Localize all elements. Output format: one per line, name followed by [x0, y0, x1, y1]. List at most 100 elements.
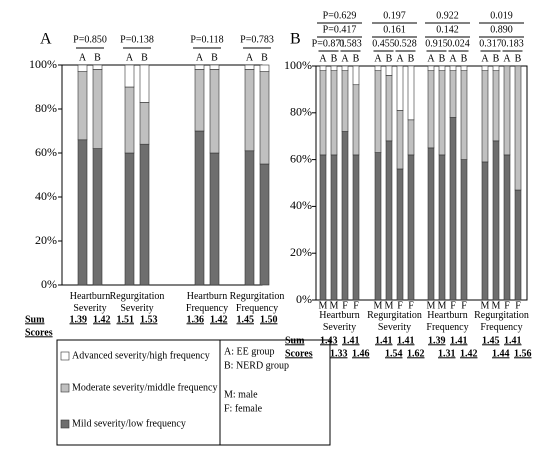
bar-label: B	[386, 53, 393, 64]
sum-score: 1.42	[93, 314, 111, 325]
bar-label: A	[196, 52, 204, 63]
bar-segment	[460, 159, 468, 301]
legend-note: M: male	[224, 389, 258, 400]
bar-segment	[77, 64, 88, 72]
bar-segment	[396, 110, 404, 170]
bar-segment	[374, 65, 382, 71]
bar-segment	[374, 152, 382, 301]
legend-note: F: female	[224, 403, 263, 414]
category-label: Heartburn Frequency	[186, 291, 228, 314]
bar-segment	[514, 65, 522, 191]
bar-label: A	[449, 53, 457, 64]
bar-segment	[341, 65, 349, 71]
bar-segment	[124, 64, 135, 88]
sum-score: 1.36	[187, 314, 205, 325]
y-tick-label: 60%	[35, 145, 57, 159]
bar-label: A	[427, 53, 435, 64]
y-tick-label: 20%	[35, 233, 57, 247]
sum-score: 1.45	[482, 335, 500, 346]
bar-segment	[194, 64, 205, 70]
legend-notes-box	[219, 339, 331, 446]
bar-label: B	[461, 53, 468, 64]
sum-score: 1.42	[460, 348, 478, 359]
bar-label: A	[374, 53, 382, 64]
bar-segment	[319, 65, 327, 71]
bar-segment	[503, 65, 511, 156]
category-label: Heartburn Severity	[70, 291, 111, 314]
sex-label: F	[515, 300, 521, 311]
bar-segment	[330, 65, 338, 71]
bar-segment	[92, 64, 103, 70]
sum-score: 1.33	[330, 348, 348, 359]
sex-label: F	[342, 300, 348, 311]
bar-segment	[139, 64, 150, 103]
sex-label: M	[481, 300, 490, 311]
p-value: 0.528	[394, 38, 417, 49]
p-value: 0.317	[479, 38, 502, 49]
bar-segment	[492, 140, 500, 301]
bar-label: A	[126, 52, 134, 63]
bar-segment	[352, 84, 360, 156]
p-value: P=0.629	[323, 10, 357, 21]
bar-label: A	[396, 53, 404, 64]
p-value: 0.915	[425, 38, 448, 49]
sum-score: 1.51	[117, 314, 135, 325]
bar-label: B	[211, 52, 218, 63]
p-value: 0.890	[490, 24, 513, 35]
sex-label: F	[450, 300, 456, 311]
bar-segment	[427, 70, 435, 149]
p-value: P=0.118	[190, 34, 223, 45]
legend-label: Moderate severity/middle frequency	[72, 382, 218, 393]
sex-label: M	[374, 300, 383, 311]
bar-segment	[330, 154, 338, 301]
bar-segment	[352, 154, 360, 301]
bar-segment	[438, 70, 446, 156]
p-value: 0.142	[436, 24, 459, 35]
bar-segment	[407, 154, 415, 301]
p-value: P=0.417	[323, 24, 357, 35]
bar-label: B	[353, 53, 360, 64]
y-tick-label: 100%	[29, 57, 57, 71]
p-value: 0.024	[447, 38, 470, 49]
sex-label: M	[427, 300, 436, 311]
category-label: Regurgitation Frequency	[474, 310, 529, 333]
p-value: P=0.850	[73, 34, 107, 45]
bar-segment	[92, 148, 103, 286]
bar-segment	[259, 163, 270, 286]
sex-label: M	[330, 300, 339, 311]
bar-segment	[139, 143, 150, 286]
bar-label: B	[493, 53, 500, 64]
bar-segment	[481, 70, 489, 163]
bar-segment	[244, 150, 255, 286]
sum-score: 1.41	[342, 335, 360, 346]
sum-label: Sum	[285, 335, 305, 346]
bar-segment	[449, 117, 457, 301]
sum-score: 1.41	[504, 335, 522, 346]
p-value: 0.197	[383, 10, 406, 21]
sum-score: 1.53	[140, 314, 158, 325]
legend-label: Advanced severity/high frequency	[72, 350, 210, 361]
bar-segment	[319, 154, 327, 301]
bar-segment	[481, 65, 489, 71]
sex-label: M	[385, 300, 394, 311]
panel-label: B	[290, 31, 301, 48]
scores-label: Scores	[25, 327, 53, 338]
bar-label: A	[246, 52, 254, 63]
y-tick-label: 80%	[35, 101, 57, 115]
bar-segment	[481, 161, 489, 301]
bar-segment	[385, 140, 393, 301]
bar-label: B	[331, 53, 338, 64]
y-tick-label: 0%	[41, 277, 57, 291]
legend-swatch	[60, 383, 70, 393]
legend-note: B: NERD group	[224, 360, 289, 371]
category-label: Regurgitation Severity	[110, 291, 165, 314]
y-tick-label: 0%	[296, 292, 312, 306]
bar-segment	[259, 71, 270, 165]
sum-score: 1.46	[352, 348, 370, 359]
p-value: 0.922	[436, 10, 459, 21]
p-value: 0.583	[339, 38, 362, 49]
bar-segment	[352, 65, 360, 86]
panel-label: A	[40, 31, 52, 48]
sex-label: M	[319, 300, 328, 311]
bar-segment	[209, 64, 220, 70]
